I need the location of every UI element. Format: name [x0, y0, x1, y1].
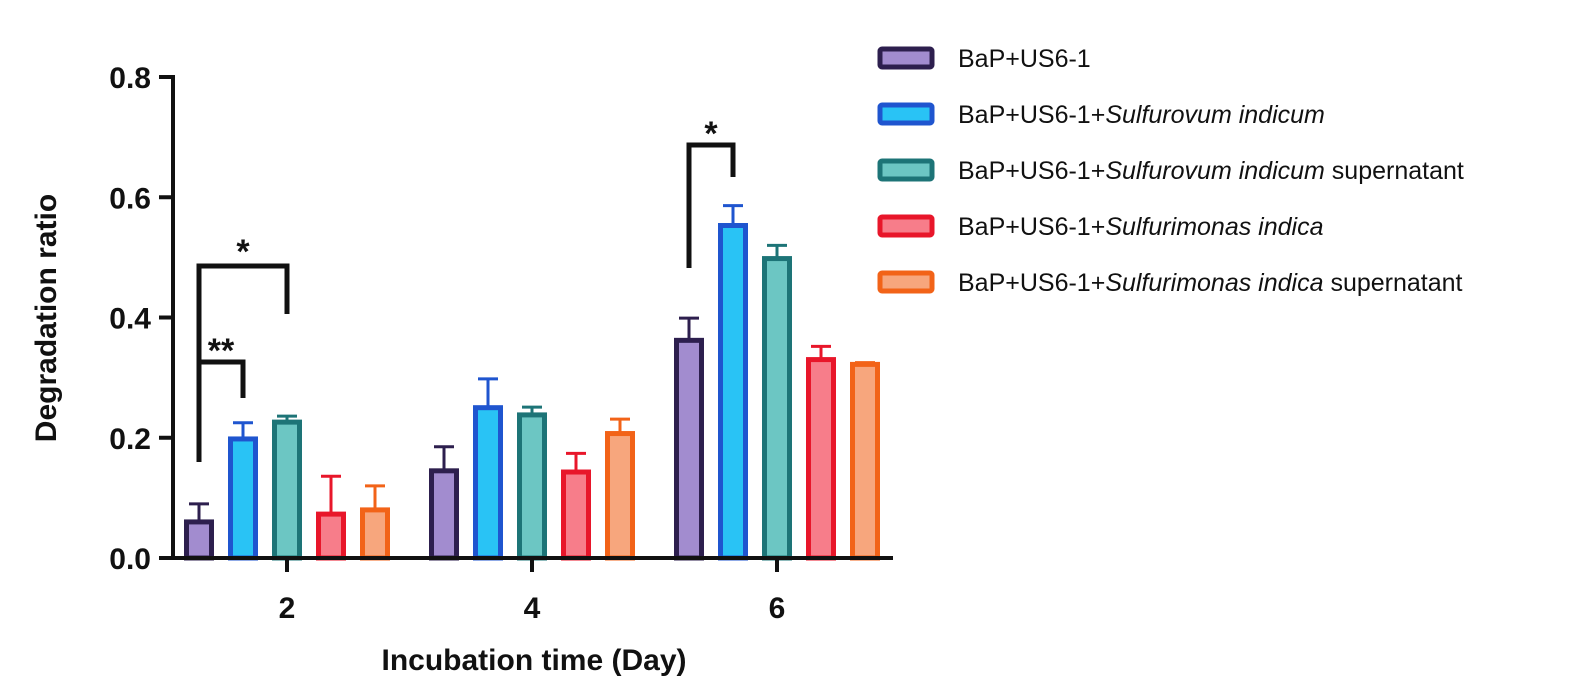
legend-swatch: [877, 270, 935, 294]
legend-swatch: [877, 214, 935, 238]
legend-label: BaP+US6-1+Sulfurovum indicum: [958, 101, 1325, 129]
significance-layer: ****: [196, 115, 736, 462]
significance-label: *: [236, 233, 250, 271]
bar: [429, 468, 459, 561]
bar: [360, 507, 390, 561]
significance-label: **: [208, 332, 235, 370]
bar: [674, 337, 704, 561]
bar: [473, 405, 503, 561]
bar: [718, 223, 748, 561]
legend-label: BaP+US6-1+Sulfurimonas indica supernatan…: [958, 269, 1463, 297]
bars-layer: [184, 204, 880, 561]
bar: [850, 361, 880, 561]
legend-swatch: [877, 102, 935, 126]
y-tick-label: 0.2: [109, 423, 151, 456]
bar: [316, 511, 346, 561]
bar: [762, 256, 792, 561]
legend-swatch: [877, 158, 935, 182]
x-tick-label: 6: [769, 592, 786, 625]
y-axis-title: Degradation ratio: [30, 194, 63, 442]
legend: BaP+US6-1 BaP+US6-1+Sulfurovum indicum BaP…: [877, 45, 1464, 297]
bar: [561, 469, 591, 561]
x-axis-title: Incubation time (Day): [381, 644, 686, 677]
legend-label: BaP+US6-1+Sulfurovum indicum supernatant: [958, 157, 1464, 185]
y-tick-label: 0.8: [109, 62, 151, 95]
significance-bracket: [686, 142, 736, 268]
bar: [605, 431, 635, 561]
significance-label: *: [704, 115, 718, 153]
ticks-layer: 0.0 0.2 0.4 0.6 0.8 2 4 6: [109, 62, 785, 625]
bar: [184, 519, 214, 561]
legend-label: BaP+US6-1+Sulfurimonas indica: [958, 213, 1324, 241]
y-tick-label: 0.6: [109, 182, 151, 215]
bar: [272, 419, 302, 561]
bar: [517, 412, 547, 561]
bar: [806, 357, 836, 561]
legend-swatch: [877, 46, 935, 70]
x-tick-label: 4: [524, 592, 541, 625]
y-tick-label: 0.4: [109, 303, 151, 336]
y-tick-label: 0.0: [109, 543, 151, 576]
bar: [228, 436, 258, 561]
x-tick-label: 2: [279, 592, 296, 625]
significance-bracket: [196, 263, 290, 462]
legend-label: BaP+US6-1: [958, 45, 1091, 73]
